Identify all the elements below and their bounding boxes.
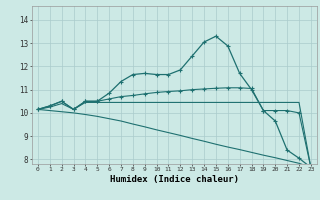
X-axis label: Humidex (Indice chaleur): Humidex (Indice chaleur) <box>110 175 239 184</box>
